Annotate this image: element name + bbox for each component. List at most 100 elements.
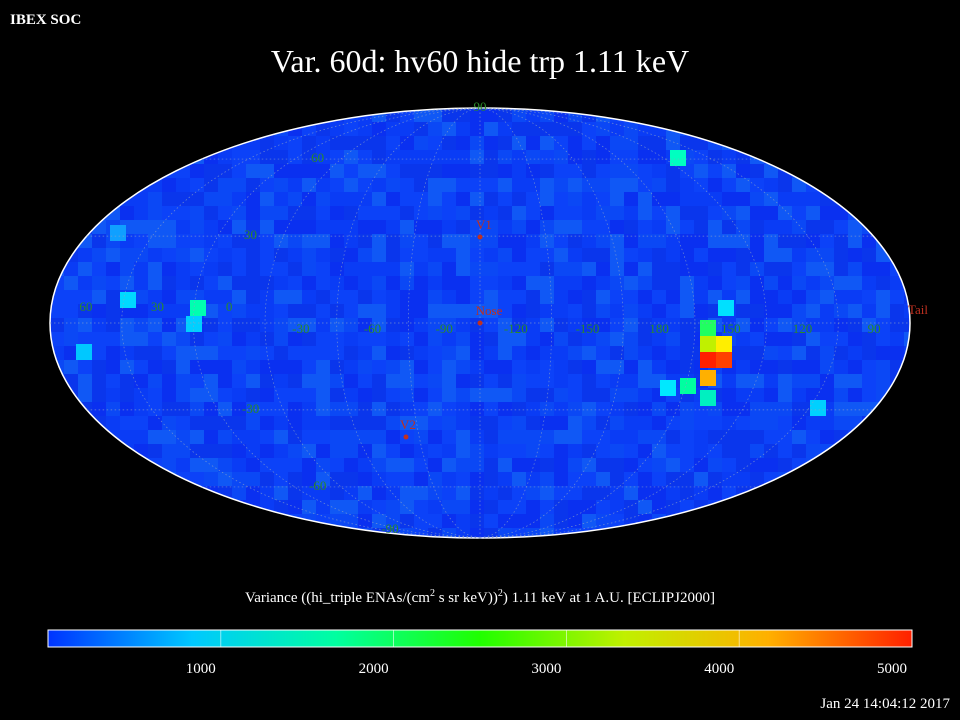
map-cell — [456, 150, 470, 164]
map-cell — [302, 164, 316, 178]
map-cell — [218, 402, 232, 416]
map-cell — [358, 430, 372, 444]
map-cell — [148, 444, 162, 458]
map-cell — [554, 178, 568, 192]
map-cell — [134, 430, 148, 444]
map-cell — [372, 220, 386, 234]
map-cell — [204, 262, 218, 276]
map-cell — [652, 276, 666, 290]
map-cell — [554, 150, 568, 164]
map-cell — [470, 528, 484, 538]
map-cell — [414, 318, 428, 332]
map-cell — [526, 276, 540, 290]
map-cell — [78, 304, 92, 318]
map-cell — [358, 206, 372, 220]
map-cell — [428, 374, 442, 388]
latitude-label: -90 — [381, 521, 398, 536]
map-cell — [722, 164, 736, 178]
v1-label: V1 — [476, 217, 492, 232]
map-cell — [176, 402, 190, 416]
map-cell — [778, 388, 792, 402]
map-cell — [512, 220, 526, 234]
map-cell — [596, 318, 610, 332]
map-cell — [512, 136, 526, 150]
map-cell — [568, 122, 582, 136]
map-cell — [484, 472, 498, 486]
map-cell — [232, 486, 246, 500]
map-cell — [526, 346, 540, 360]
map-cell — [316, 416, 330, 430]
map-cell — [512, 248, 526, 262]
map-cell — [232, 444, 246, 458]
map-cell — [498, 360, 512, 374]
map-cell — [400, 206, 414, 220]
map-cell — [190, 276, 204, 290]
map-cell — [218, 192, 232, 206]
meridian — [264, 107, 481, 539]
map-cell — [204, 458, 218, 472]
map-cell — [638, 388, 652, 402]
map-cell — [862, 234, 876, 248]
map-cell — [484, 360, 498, 374]
map-cell — [442, 430, 456, 444]
map-cell — [792, 360, 806, 374]
map-cell — [722, 458, 736, 472]
map-cell — [372, 178, 386, 192]
map-cell — [596, 332, 610, 346]
map-cell — [582, 486, 596, 500]
map-cell — [330, 486, 344, 500]
map-cell — [414, 136, 428, 150]
map-cell — [456, 262, 470, 276]
map-cell — [694, 458, 708, 472]
map-cell — [660, 380, 676, 396]
map-cell — [386, 458, 400, 472]
longitude-label: -90 — [435, 321, 452, 336]
map-cell — [428, 248, 442, 262]
map-cell — [652, 332, 666, 346]
map-cell — [218, 458, 232, 472]
map-cell — [596, 458, 610, 472]
map-cell — [792, 290, 806, 304]
map-cell — [582, 122, 596, 136]
map-cell — [736, 402, 750, 416]
map-cell — [610, 262, 624, 276]
map-cell — [330, 472, 344, 486]
map-cell — [610, 220, 624, 234]
map-cell — [582, 220, 596, 234]
map-cell — [750, 402, 764, 416]
map-cell — [414, 430, 428, 444]
map-cell — [666, 444, 680, 458]
meridian — [407, 107, 481, 539]
map-cell — [302, 430, 316, 444]
map-cell — [232, 416, 246, 430]
map-cell — [512, 528, 526, 538]
map-cell — [652, 500, 666, 514]
map-cell — [134, 346, 148, 360]
nose-label: Nose — [476, 303, 503, 318]
map-cell — [274, 276, 288, 290]
map-cell — [442, 528, 456, 538]
map-cell — [716, 336, 732, 352]
map-cell — [176, 332, 190, 346]
map-cell — [302, 318, 316, 332]
map-cell — [190, 444, 204, 458]
map-cell — [386, 276, 400, 290]
map-cell — [568, 416, 582, 430]
map-cell — [386, 206, 400, 220]
map-cell — [456, 346, 470, 360]
map-cell — [330, 458, 344, 472]
map-cell — [120, 416, 134, 430]
map-cell — [372, 472, 386, 486]
map-cell — [400, 444, 414, 458]
map-cell — [288, 290, 302, 304]
map-cell — [414, 290, 428, 304]
map-cell — [526, 262, 540, 276]
map-cell — [414, 486, 428, 500]
map-cell — [484, 500, 498, 514]
map-cell — [862, 276, 876, 290]
colorbar-tick-label: 3000 — [531, 661, 561, 677]
map-cell — [92, 346, 106, 360]
map-cell — [680, 458, 694, 472]
map-cell — [540, 220, 554, 234]
map-cell — [778, 416, 792, 430]
